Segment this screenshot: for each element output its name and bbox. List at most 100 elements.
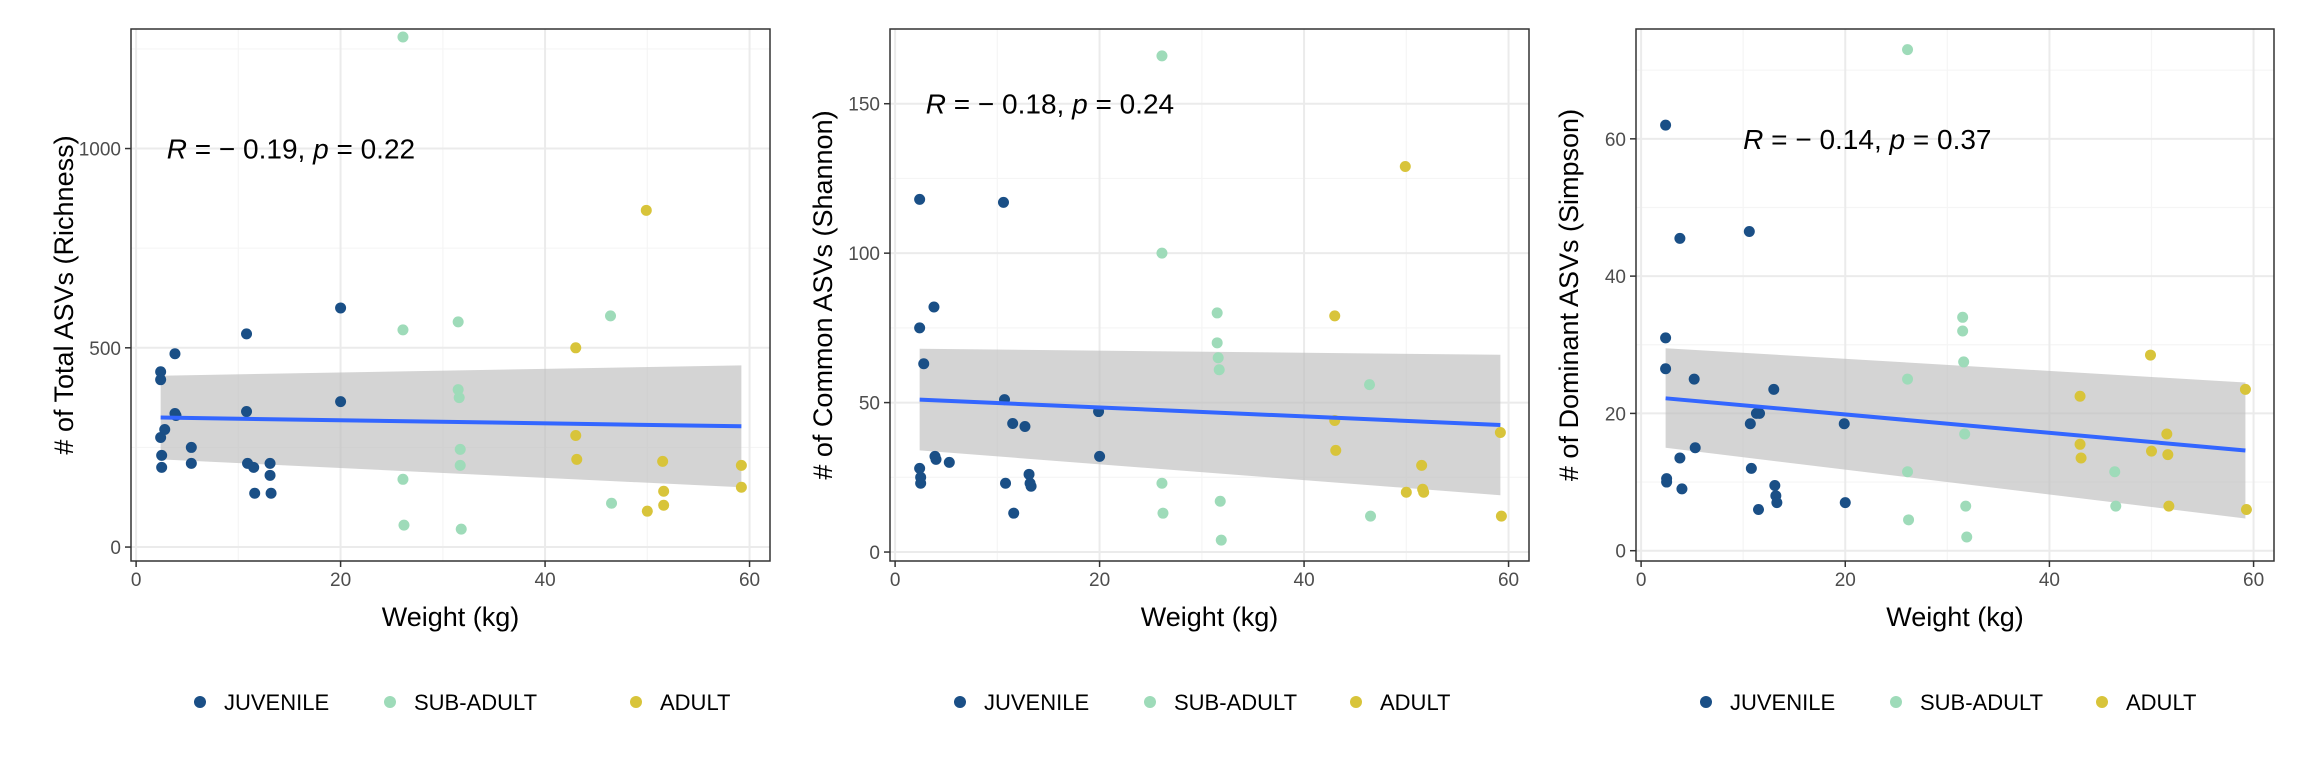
point-sub_adult-8 bbox=[454, 459, 466, 471]
point-adult-4 bbox=[2146, 445, 2158, 457]
x-tick-label-20: 20 bbox=[1089, 570, 1110, 591]
point-sub_adult-3 bbox=[1903, 514, 1915, 526]
point-juvenile-8 bbox=[1688, 373, 1700, 385]
point-juvenile-16 bbox=[1768, 383, 1780, 395]
point-adult-2 bbox=[1330, 444, 1342, 456]
point-juvenile-14 bbox=[248, 461, 260, 473]
point-juvenile-15 bbox=[1754, 407, 1766, 419]
point-sub_adult-11 bbox=[606, 497, 618, 509]
legend-key-adult bbox=[630, 696, 642, 708]
point-juvenile-19 bbox=[335, 302, 347, 314]
point-adult-1 bbox=[570, 429, 582, 441]
legend: JUVENILE SUB-ADULT ADULT bbox=[1700, 690, 2197, 715]
legend-label-juvenile: JUVENILE bbox=[1730, 690, 1835, 715]
point-juvenile-4 bbox=[915, 477, 927, 489]
legend: JUVENILE SUB-ADULT ADULT bbox=[194, 690, 731, 715]
point-sub_adult-9 bbox=[455, 523, 467, 535]
shannon-panel: 0 20 40 60 0 50 100 150 R = − 0.18, p = 0.24 Weig… bbox=[808, 28, 1530, 715]
point-sub_adult-2 bbox=[397, 473, 409, 485]
point-juvenile-3 bbox=[156, 449, 168, 461]
point-juvenile-10 bbox=[997, 196, 1009, 208]
point-adult-6 bbox=[658, 485, 670, 497]
point-juvenile-14 bbox=[1008, 507, 1020, 519]
point-sub_adult-3 bbox=[1157, 507, 1169, 519]
x-tick-label-60: 60 bbox=[1498, 570, 1519, 591]
point-juvenile-18 bbox=[1025, 480, 1037, 492]
point-juvenile-2 bbox=[1660, 363, 1672, 375]
legend-key-sub_adult bbox=[1144, 696, 1156, 708]
x-axis-title: Weight (kg) bbox=[1886, 602, 2024, 632]
point-juvenile-9 bbox=[1689, 442, 1701, 454]
annotation-p-label: p bbox=[1071, 89, 1088, 120]
regression-line bbox=[160, 415, 742, 429]
annotation-r-value: = − 0.14, bbox=[1763, 124, 1889, 155]
x-tick-label-40: 40 bbox=[535, 570, 556, 591]
point-sub_adult-6 bbox=[1212, 352, 1224, 364]
point-sub_adult-10 bbox=[1364, 379, 1376, 391]
annotation-p-value: = 0.24 bbox=[1088, 89, 1174, 120]
point-sub_adult-6 bbox=[453, 392, 465, 404]
point-juvenile-15 bbox=[1019, 421, 1031, 433]
y-axis-title: # of Dominant ASVs (Simpson) bbox=[1554, 109, 1584, 481]
point-sub_adult-11 bbox=[1365, 510, 1377, 522]
point-adult-6 bbox=[2162, 449, 2174, 461]
point-sub_adult-6 bbox=[1958, 356, 1970, 368]
point-juvenile-1 bbox=[1660, 332, 1672, 344]
y-tick-label-0: 0 bbox=[1615, 542, 1626, 563]
annotation-p-value: = 0.37 bbox=[1905, 124, 1991, 155]
point-adult-1 bbox=[2074, 438, 2086, 450]
point-adult-3 bbox=[1399, 160, 1411, 172]
point-adult-7 bbox=[1418, 486, 1430, 498]
point-adult-5 bbox=[657, 455, 669, 467]
point-juvenile-14 bbox=[1752, 504, 1764, 516]
point-sub_adult-4 bbox=[452, 316, 464, 328]
y-tick-label-500: 500 bbox=[89, 339, 121, 360]
x-tick-label-60: 60 bbox=[2243, 570, 2264, 591]
annotation-p-label: p bbox=[1889, 124, 1906, 155]
point-sub_adult-7 bbox=[1959, 428, 1971, 440]
correlation-annotation: R = − 0.19, p = 0.22 bbox=[167, 134, 415, 165]
point-sub_adult-0 bbox=[397, 31, 409, 43]
annotation-r-label: R bbox=[926, 89, 946, 120]
point-juvenile-1 bbox=[155, 374, 167, 386]
point-adult-0 bbox=[570, 342, 582, 354]
point-juvenile-12 bbox=[1000, 477, 1012, 489]
point-sub_adult-8 bbox=[1214, 495, 1226, 507]
legend-key-juvenile bbox=[194, 696, 206, 708]
y-tick-label-0: 0 bbox=[110, 538, 121, 559]
point-juvenile-15 bbox=[249, 487, 261, 499]
correlation-annotation: R = − 0.14, p = 0.37 bbox=[1743, 124, 1991, 155]
point-sub_adult-1 bbox=[1156, 247, 1168, 259]
legend-key-adult bbox=[2096, 696, 2108, 708]
point-juvenile-10 bbox=[1743, 226, 1755, 238]
point-adult-2 bbox=[571, 453, 583, 465]
point-juvenile-10 bbox=[185, 457, 197, 469]
point-juvenile-6 bbox=[169, 348, 181, 360]
legend-label-sub_adult: SUB-ADULT bbox=[414, 690, 537, 715]
point-sub_adult-4 bbox=[1957, 311, 1969, 323]
y-tick-label-100: 100 bbox=[848, 244, 880, 265]
point-juvenile-17 bbox=[264, 469, 276, 481]
point-adult-4 bbox=[1400, 486, 1412, 498]
point-juvenile-7 bbox=[1676, 483, 1688, 495]
legend-label-adult: ADULT bbox=[660, 690, 731, 715]
point-adult-9 bbox=[1495, 510, 1507, 522]
point-sub_adult-8 bbox=[1960, 500, 1972, 512]
point-adult-9 bbox=[735, 481, 747, 493]
point-juvenile-8 bbox=[930, 453, 942, 465]
legend-key-adult bbox=[1350, 696, 1362, 708]
x-tick-label-40: 40 bbox=[2039, 570, 2060, 591]
point-sub_adult-2 bbox=[1156, 477, 1168, 489]
y-axis-title: # of Total ASVs (Richness) bbox=[49, 135, 79, 454]
y-tick-label-60: 60 bbox=[1605, 130, 1626, 151]
point-sub_adult-9 bbox=[1961, 531, 1973, 543]
point-adult-4 bbox=[641, 505, 653, 517]
point-juvenile-4 bbox=[156, 461, 168, 473]
x-tick-label-20: 20 bbox=[330, 570, 351, 591]
plot-border bbox=[1635, 28, 2275, 562]
point-juvenile-18 bbox=[265, 487, 277, 499]
x-tick-label-0: 0 bbox=[131, 570, 142, 591]
legend: JUVENILE SUB-ADULT ADULT bbox=[954, 690, 1451, 715]
point-adult-2 bbox=[2075, 452, 2087, 464]
